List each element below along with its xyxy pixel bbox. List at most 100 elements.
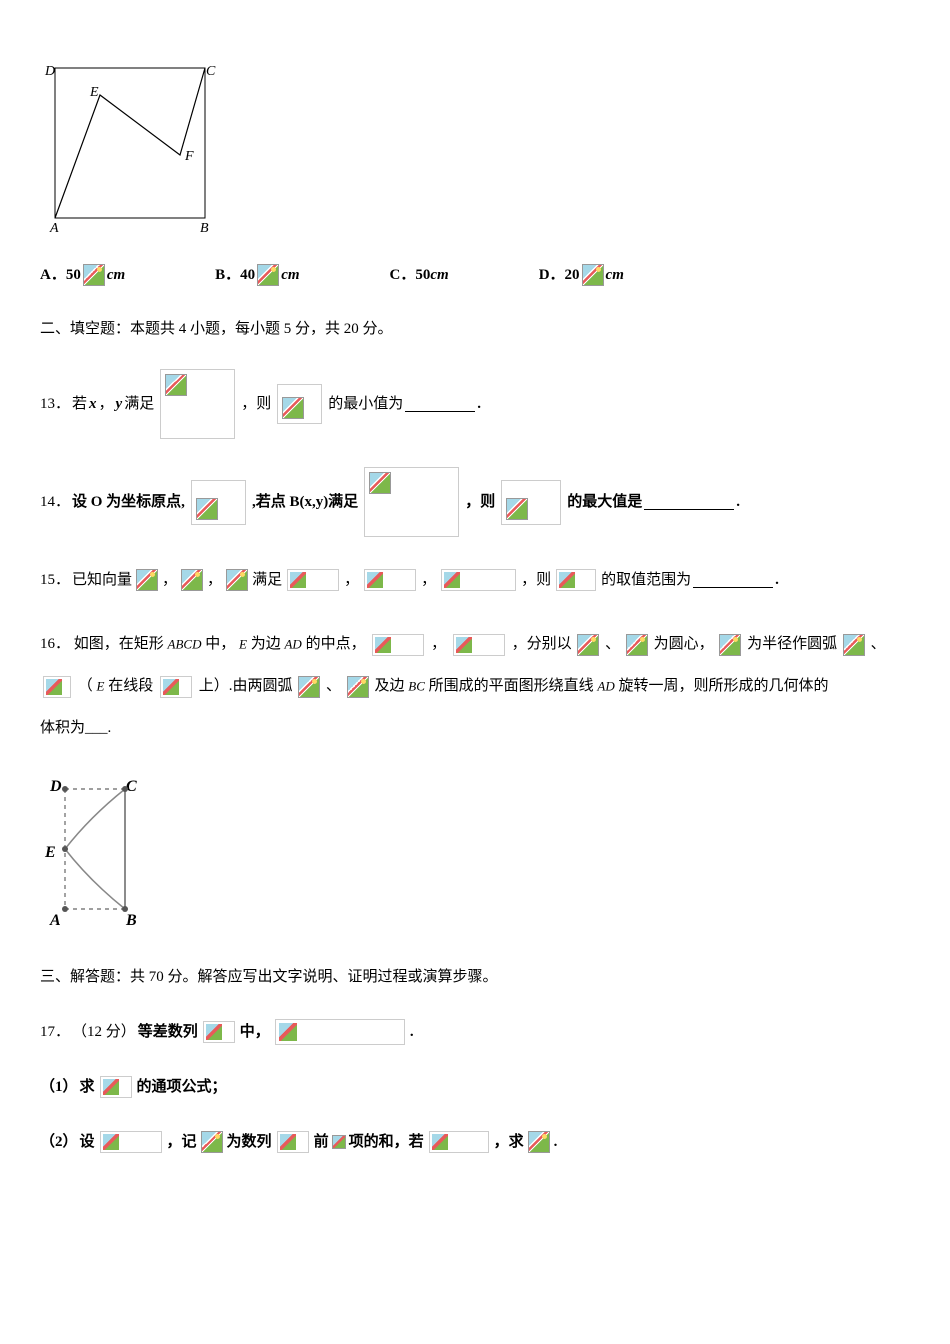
label-E: E: [89, 85, 99, 100]
question-16: 16． 如图，在矩形 ABCD 中， E 为边 AD 的中点， ， ，分别以 、…: [40, 623, 910, 749]
broken-image-icon: [275, 1019, 405, 1045]
broken-image-icon: [203, 1021, 235, 1043]
q14-period: .: [736, 487, 740, 517]
label-B: B: [200, 221, 209, 235]
broken-image-icon: [277, 384, 322, 424]
broken-image-icon: [453, 634, 505, 656]
q14-text3: ，则: [465, 487, 495, 517]
q14-number: 14．: [40, 487, 70, 517]
question-14: 14． 设 O 为坐标原点, ,若点 B(x,y)满足 ，则 的最大值是 .: [40, 467, 910, 537]
question-options: A．50cm B．40 cm C．50cm D．20 cm: [40, 263, 910, 287]
blank-line: [693, 573, 773, 588]
broken-image-icon: [364, 569, 416, 591]
option-c: C．50cm: [390, 263, 449, 287]
broken-image-icon: [298, 676, 320, 698]
label-F: F: [184, 149, 194, 164]
q16-text11: （: [78, 678, 93, 694]
q14-text1: 设 O 为坐标原点,: [72, 487, 185, 517]
broken-image-icon: [582, 264, 604, 286]
label-C: C: [206, 64, 216, 79]
broken-image-icon: [501, 480, 561, 525]
q13-var-x: x: [89, 389, 97, 419]
broken-image-icon: [277, 1131, 309, 1153]
option-c-unit: cm: [430, 263, 448, 287]
q16-text4: 的中点，: [306, 636, 366, 652]
broken-image-icon: [528, 1131, 550, 1153]
q16-text9: 为半径作圆弧: [747, 636, 837, 652]
figure-arcs: D C E A B: [40, 777, 910, 935]
q15-text2: 满足: [252, 565, 282, 595]
q16-bc: BC: [408, 678, 425, 693]
point-b: [122, 906, 128, 912]
q13-text2: 满足: [124, 389, 154, 419]
broken-image-icon: [257, 264, 279, 286]
q15-c1: ，: [162, 565, 177, 595]
broken-image-icon: [347, 676, 369, 698]
q16-ad2: AD: [597, 678, 614, 693]
q17-sub2-text4: 前: [314, 1127, 329, 1157]
label-A: A: [49, 221, 59, 235]
q15-text1: 已知向量: [72, 565, 132, 595]
arc-ec: [65, 789, 125, 849]
label-D: D: [44, 64, 55, 79]
section-3-title: 三、解答题：共 70 分。解答应写出文字说明、证明过程或演算步骤。: [40, 965, 910, 989]
blank-line: [644, 495, 734, 510]
q17-sub1-text2: 的通项公式；: [137, 1072, 227, 1102]
label-D: D: [49, 778, 62, 795]
q13-period: .: [477, 389, 481, 419]
polyline-aefc: [55, 68, 205, 218]
q15-c2: ，: [207, 565, 222, 595]
q17-text2: 中，: [240, 1017, 270, 1047]
question-13: 13． 若 x ， y 满足 ，则 的最小值为 .: [40, 369, 910, 439]
option-a: A．50cm: [40, 263, 125, 287]
q15-c3: ，: [344, 565, 359, 595]
broken-image-icon: [364, 467, 459, 537]
q16-text18: 体积为___.: [40, 720, 111, 736]
broken-image-icon: [100, 1131, 162, 1153]
q16-text13: 上）.由两圆弧: [199, 678, 293, 694]
point-c: [122, 786, 128, 792]
q16-number: 16．: [40, 636, 70, 652]
label-C: C: [126, 778, 137, 795]
arc-eb: [65, 849, 125, 909]
option-d-unit: cm: [606, 263, 624, 287]
option-b-label: B．40: [215, 263, 255, 287]
q13-var-y: y: [116, 389, 123, 419]
q17-sub2-num: （2）: [40, 1127, 78, 1157]
q17-points: （12 分）: [72, 1017, 136, 1047]
broken-image-icon: [626, 634, 648, 656]
q14-text2: ,若点 B(x,y)满足: [252, 487, 358, 517]
q15-number: 15．: [40, 565, 70, 595]
q16-text7: 、: [605, 636, 620, 652]
broken-image-icon: [577, 634, 599, 656]
broken-image-icon: [43, 676, 71, 698]
q16-text17: 旋转一周，则所形成的几何体的: [619, 678, 829, 694]
point-d: [62, 786, 68, 792]
broken-image-icon: [332, 1135, 346, 1149]
outer-rect: [55, 68, 205, 218]
q16-e2: E: [97, 678, 105, 693]
q17-sub2-text5: 项的和，若: [349, 1127, 424, 1157]
q16-text8: 为圆心，: [654, 636, 714, 652]
q17-sub1: （1） 求 的通项公式；: [40, 1072, 910, 1102]
q16-text6: ，分别以: [512, 636, 572, 652]
q14-text4: 的最大值是: [567, 487, 642, 517]
option-d-label: D．20: [539, 263, 580, 287]
broken-image-icon: [719, 634, 741, 656]
section-2-title: 二、填空题：本题共 4 小题，每小题 5 分，共 20 分。: [40, 317, 910, 341]
point-e: [62, 846, 68, 852]
option-a-label: A．50: [40, 263, 81, 287]
figure-rectangle-defab: D C E F A B: [40, 60, 910, 243]
label-B: B: [125, 912, 137, 927]
q16-text15: 及边: [375, 678, 405, 694]
q13-text3: ，则: [241, 389, 271, 419]
q13-number: 13．: [40, 389, 70, 419]
q17-sub2: （2） 设 ，记 为数列 前 项的和，若 ，求 .: [40, 1127, 910, 1157]
broken-image-icon: [556, 569, 596, 591]
broken-image-icon: [191, 480, 246, 525]
q17-sub1-text1: 求: [80, 1072, 95, 1102]
question-15: 15． 已知向量 ， ， 满足 ， ， ，则 的取值范围为 .: [40, 565, 910, 595]
broken-image-icon: [372, 634, 424, 656]
q16-e: E: [239, 636, 247, 651]
q16-text2: 中，: [205, 636, 235, 652]
